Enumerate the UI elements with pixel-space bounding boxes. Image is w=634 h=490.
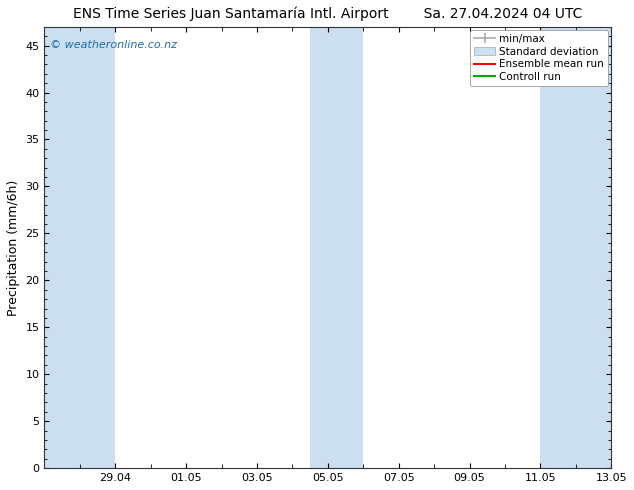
Y-axis label: Precipitation (mm/6h): Precipitation (mm/6h) (7, 179, 20, 316)
Bar (540, 27, 611, 468)
Legend: min/max, Standard deviation, Ensemble mean run, Controll run: min/max, Standard deviation, Ensemble me… (470, 30, 608, 86)
Title: ENS Time Series Juan Santamaría Intl. Airport        Sa. 27.04.2024 04 UTC: ENS Time Series Juan Santamaría Intl. Ai… (73, 7, 583, 22)
Text: © weatheronline.co.nz: © weatheronline.co.nz (50, 40, 177, 50)
Bar (44, 27, 115, 468)
Bar (310, 27, 363, 468)
